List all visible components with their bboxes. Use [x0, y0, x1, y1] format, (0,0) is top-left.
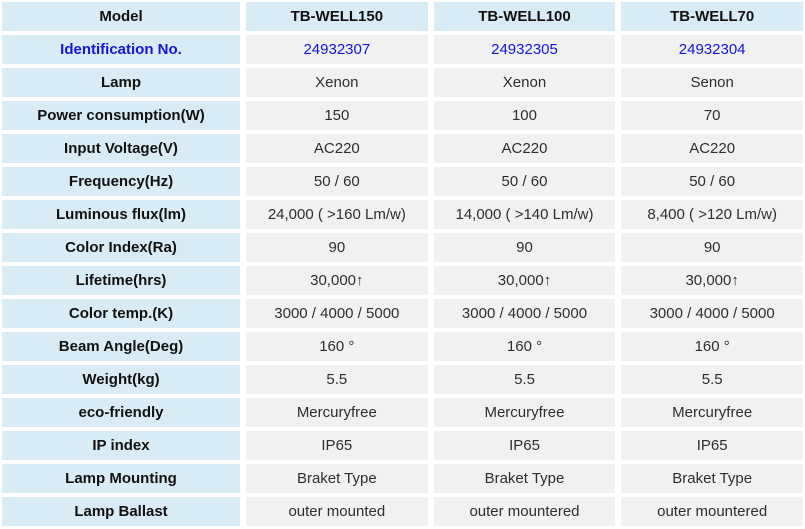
- spec-value-cell-lamp-ballast-col1: outer mounted: [246, 497, 428, 526]
- row-label-model: Model: [2, 2, 240, 31]
- row-label-beam-angle-deg: Beam Angle(Deg): [2, 332, 240, 361]
- model-name-cell-model-col3: TB-WELL70: [621, 2, 803, 31]
- spec-value-cell-weight-kg-col1: 5.5: [246, 365, 428, 394]
- spec-value-cell-power-consumption-w-col3: 70: [621, 101, 803, 130]
- spec-value-cell-beam-angle-deg-col2: 160 °: [433, 332, 616, 361]
- row-label-color-index-ra: Color Index(Ra): [2, 233, 240, 262]
- row-label-weight-kg: Weight(kg): [2, 365, 240, 394]
- row-label-power-consumption-w: Power consumption(W): [2, 101, 240, 130]
- spec-value-cell-identification-no-col1: 24932307: [246, 35, 428, 64]
- spec-value-cell-luminous-flux-lm-col1: 24,000 ( >160 Lm/w): [246, 200, 428, 229]
- row-label-lifetime-hrs: Lifetime(hrs): [2, 266, 240, 295]
- spec-value-cell-input-voltage-v-col1: AC220: [246, 134, 428, 163]
- spec-value-cell-luminous-flux-lm-col3: 8,400 ( >120 Lm/w): [621, 200, 803, 229]
- spec-value-cell-input-voltage-v-col2: AC220: [433, 134, 616, 163]
- spec-value-cell-ip-index-col1: IP65: [246, 431, 428, 460]
- spec-value-cell-weight-kg-col3: 5.5: [621, 365, 803, 394]
- spec-value-cell-color-temp-k-col2: 3000 / 4000 / 5000: [433, 299, 616, 328]
- spec-value-cell-beam-angle-deg-col3: 160 °: [621, 332, 803, 361]
- model-name-cell-model-col2: TB-WELL100: [433, 2, 616, 31]
- spec-value-cell-beam-angle-deg-col1: 160 °: [246, 332, 428, 361]
- spec-value-cell-eco-friendly-col1: Mercuryfree: [246, 398, 428, 427]
- row-label-identification-no: Identification No.: [2, 35, 240, 64]
- spec-value-cell-color-temp-k-col1: 3000 / 4000 / 5000: [246, 299, 428, 328]
- spec-value-cell-lamp-col3: Senon: [621, 68, 803, 97]
- spec-value-cell-identification-no-col3: 24932304: [621, 35, 803, 64]
- spec-value-cell-ip-index-col2: IP65: [433, 431, 616, 460]
- spec-value-cell-lifetime-hrs-col3: 30,000↑: [621, 266, 803, 295]
- spec-value-cell-color-index-ra-col2: 90: [433, 233, 616, 262]
- spec-value-cell-input-voltage-v-col3: AC220: [621, 134, 803, 163]
- row-label-input-voltage-v: Input Voltage(V): [2, 134, 240, 163]
- row-label-lamp: Lamp: [2, 68, 240, 97]
- spec-value-cell-color-index-ra-col1: 90: [246, 233, 428, 262]
- spec-value-cell-color-temp-k-col3: 3000 / 4000 / 5000: [621, 299, 803, 328]
- spec-value-cell-lifetime-hrs-col1: 30,000↑: [246, 266, 428, 295]
- spec-value-cell-lifetime-hrs-col2: 30,000↑: [433, 266, 616, 295]
- row-label-luminous-flux-lm: Luminous flux(lm): [2, 200, 240, 229]
- row-label-color-temp-k: Color temp.(K): [2, 299, 240, 328]
- spec-value-cell-luminous-flux-lm-col2: 14,000 ( >140 Lm/w): [433, 200, 616, 229]
- spec-value-cell-color-index-ra-col3: 90: [621, 233, 803, 262]
- row-label-lamp-ballast: Lamp Ballast: [2, 497, 240, 526]
- spec-value-cell-lamp-ballast-col3: outer mountered: [621, 497, 803, 526]
- row-label-lamp-mounting: Lamp Mounting: [2, 464, 240, 493]
- spec-value-cell-lamp-col1: Xenon: [246, 68, 428, 97]
- spec-value-cell-eco-friendly-col2: Mercuryfree: [433, 398, 616, 427]
- spec-value-cell-eco-friendly-col3: Mercuryfree: [621, 398, 803, 427]
- spec-value-cell-frequency-hz-col2: 50 / 60: [433, 167, 616, 196]
- row-label-eco-friendly: eco-friendly: [2, 398, 240, 427]
- row-label-frequency-hz: Frequency(Hz): [2, 167, 240, 196]
- spec-value-cell-lamp-mounting-col3: Braket Type: [621, 464, 803, 493]
- spec-value-cell-frequency-hz-col3: 50 / 60: [621, 167, 803, 196]
- spec-value-cell-lamp-ballast-col2: outer mountered: [433, 497, 616, 526]
- spec-value-cell-identification-no-col2: 24932305: [433, 35, 616, 64]
- spec-value-cell-weight-kg-col2: 5.5: [433, 365, 616, 394]
- spec-value-cell-lamp-col2: Xenon: [433, 68, 616, 97]
- model-name-cell-model-col1: TB-WELL150: [246, 2, 428, 31]
- spec-value-cell-ip-index-col3: IP65: [621, 431, 803, 460]
- spec-value-cell-power-consumption-w-col1: 150: [246, 101, 428, 130]
- spec-value-cell-lamp-mounting-col2: Braket Type: [433, 464, 616, 493]
- row-label-ip-index: IP index: [2, 431, 240, 460]
- spec-value-cell-lamp-mounting-col1: Braket Type: [246, 464, 428, 493]
- spec-value-cell-power-consumption-w-col2: 100: [433, 101, 616, 130]
- spec-value-cell-frequency-hz-col1: 50 / 60: [246, 167, 428, 196]
